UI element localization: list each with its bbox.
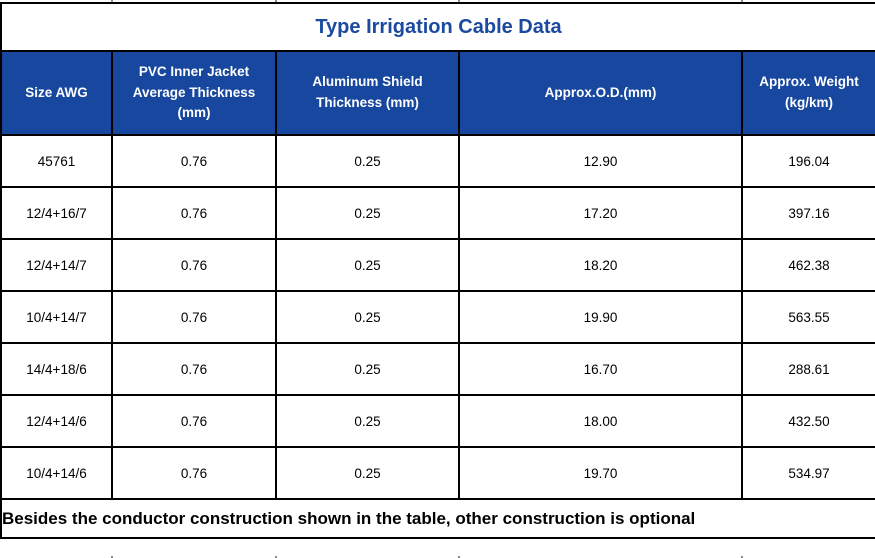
table-header-row: Size AWG PVC Inner Jacket Average Thickn… (0, 50, 875, 136)
cell-approx-weight: 563.55 (741, 290, 875, 344)
page-title: Type Irrigation Cable Data (0, 2, 875, 52)
cell-pvc-thickness: 0.76 (111, 446, 277, 500)
table-row: 10/4+14/6 0.76 0.25 19.70 534.97 (0, 446, 875, 500)
table-row: 14/4+18/6 0.76 0.25 16.70 288.61 (0, 342, 875, 396)
cell-shield-thickness: 0.25 (275, 238, 460, 292)
cell-approx-weight: 462.38 (741, 238, 875, 292)
table-row: 12/4+14/7 0.76 0.25 18.20 462.38 (0, 238, 875, 292)
cell-pvc-thickness: 0.76 (111, 342, 277, 396)
cell-shield-thickness: 0.25 (275, 134, 460, 188)
cell-approx-weight: 288.61 (741, 342, 875, 396)
col-header-pvc-jacket-thickness: PVC Inner Jacket Average Thickness (mm) (111, 50, 277, 136)
cell-approx-od: 12.90 (458, 134, 743, 188)
cell-size-awg: 14/4+18/6 (0, 342, 113, 396)
column-tick (275, 556, 277, 558)
cell-approx-od: 18.00 (458, 394, 743, 448)
column-tick (458, 556, 460, 558)
column-tick (111, 556, 113, 558)
cell-approx-weight: 196.04 (741, 134, 875, 188)
cell-pvc-thickness: 0.76 (111, 394, 277, 448)
cell-size-awg: 10/4+14/7 (0, 290, 113, 344)
cell-approx-weight: 397.16 (741, 186, 875, 240)
column-tick (275, 0, 277, 2)
footer-note-row: Besides the conductor construction shown… (0, 498, 875, 539)
cell-pvc-thickness: 0.76 (111, 134, 277, 188)
column-tick (741, 556, 743, 558)
cell-shield-thickness: 0.25 (275, 186, 460, 240)
col-header-size-awg: Size AWG (0, 50, 113, 136)
column-tick (111, 0, 113, 2)
col-header-approx-weight: Approx. Weight (kg/km) (741, 50, 875, 136)
column-tick (741, 0, 743, 2)
cell-approx-weight: 432.50 (741, 394, 875, 448)
cell-pvc-thickness: 0.76 (111, 290, 277, 344)
footer-note: Besides the conductor construction shown… (0, 498, 875, 539)
cell-approx-weight: 534.97 (741, 446, 875, 500)
cell-shield-thickness: 0.25 (275, 394, 460, 448)
cell-size-awg: 10/4+14/6 (0, 446, 113, 500)
cable-data-table: Type Irrigation Cable Data Size AWG PVC … (0, 2, 875, 539)
cell-pvc-thickness: 0.76 (111, 186, 277, 240)
cell-size-awg: 12/4+14/7 (0, 238, 113, 292)
cell-approx-od: 16.70 (458, 342, 743, 396)
cell-pvc-thickness: 0.76 (111, 238, 277, 292)
cell-approx-od: 18.20 (458, 238, 743, 292)
column-tick (458, 0, 460, 2)
cell-shield-thickness: 0.25 (275, 446, 460, 500)
cell-approx-od: 19.90 (458, 290, 743, 344)
table-row: 10/4+14/7 0.76 0.25 19.90 563.55 (0, 290, 875, 344)
col-header-approx-od: Approx.O.D.(mm) (458, 50, 743, 136)
title-row: Type Irrigation Cable Data (0, 2, 875, 52)
cell-size-awg: 12/4+16/7 (0, 186, 113, 240)
table-row: 12/4+16/7 0.76 0.25 17.20 397.16 (0, 186, 875, 240)
cell-approx-od: 17.20 (458, 186, 743, 240)
cell-shield-thickness: 0.25 (275, 290, 460, 344)
table-row: 12/4+14/6 0.76 0.25 18.00 432.50 (0, 394, 875, 448)
cell-size-awg: 12/4+14/6 (0, 394, 113, 448)
table-row: 45761 0.76 0.25 12.90 196.04 (0, 134, 875, 188)
cell-shield-thickness: 0.25 (275, 342, 460, 396)
cell-size-awg: 45761 (0, 134, 113, 188)
cell-approx-od: 19.70 (458, 446, 743, 500)
col-header-aluminum-shield-thickness: Aluminum Shield Thickness (mm) (275, 50, 460, 136)
